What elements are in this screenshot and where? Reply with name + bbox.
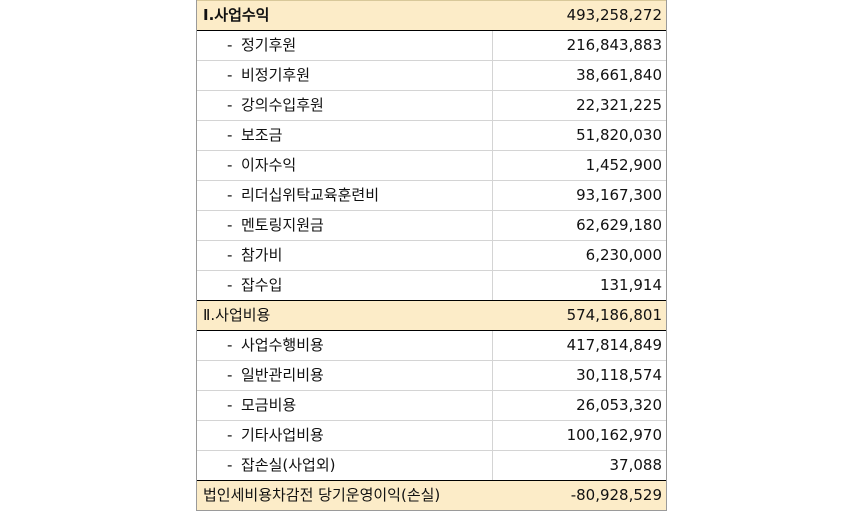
row-amount: 93,167,300 bbox=[576, 186, 662, 204]
section-header-expense[interactable]: Ⅱ.사업비용 574,186,801 bbox=[197, 300, 666, 331]
section-title: Ⅱ.사업비용 bbox=[203, 306, 271, 324]
table-row[interactable]: - 기타사업비용 100,162,970 bbox=[197, 421, 666, 451]
bullet-dash: - bbox=[227, 246, 233, 264]
section-amount: 493,258,272 bbox=[566, 6, 662, 24]
table-row[interactable]: - 이자수익 1,452,900 bbox=[197, 151, 666, 181]
row-label: 잡손실(사업외) bbox=[241, 456, 336, 474]
row-amount: 62,629,180 bbox=[576, 216, 662, 234]
bullet-dash: - bbox=[227, 366, 233, 384]
row-label: 강의수입후원 bbox=[241, 96, 324, 114]
row-amount: 131,914 bbox=[599, 276, 662, 294]
row-amount: 37,088 bbox=[609, 456, 663, 474]
row-amount: 417,814,849 bbox=[566, 336, 662, 354]
table-row[interactable]: - 멘토링지원금 62,629,180 bbox=[197, 211, 666, 241]
total-label: 법인세비용차감전 당기운영이익(손실) bbox=[203, 486, 441, 504]
row-amount: 51,820,030 bbox=[576, 126, 662, 144]
bullet-dash: - bbox=[227, 216, 233, 234]
row-label: 일반관리비용 bbox=[241, 366, 324, 384]
row-label: 보조금 bbox=[241, 126, 283, 144]
row-amount: 26,053,320 bbox=[576, 396, 662, 414]
bullet-dash: - bbox=[227, 156, 233, 174]
row-label: 리더십위탁교육훈련비 bbox=[241, 186, 380, 204]
table-row[interactable]: - 일반관리비용 30,118,574 bbox=[197, 361, 666, 391]
table-row[interactable]: - 비정기후원 38,661,840 bbox=[197, 61, 666, 91]
row-amount: 30,118,574 bbox=[576, 366, 662, 384]
table-row[interactable]: - 정기후원 216,843,883 bbox=[197, 31, 666, 61]
row-label: 정기후원 bbox=[241, 36, 297, 54]
bullet-dash: - bbox=[227, 426, 233, 444]
table-row[interactable]: - 보조금 51,820,030 bbox=[197, 121, 666, 151]
income-statement-table: Ⅰ.사업수익 493,258,272 - 정기후원 216,843,883 - 비정… bbox=[196, 0, 667, 511]
row-amount: 216,843,883 bbox=[566, 36, 662, 54]
table-row[interactable]: - 리더십위탁교육훈련비 93,167,300 bbox=[197, 181, 666, 211]
table-row[interactable]: - 참가비 6,230,000 bbox=[197, 241, 666, 271]
table-row[interactable]: - 잡손실(사업외) 37,088 bbox=[197, 451, 666, 480]
total-row[interactable]: 법인세비용차감전 당기운영이익(손실) -80,928,529 bbox=[197, 480, 666, 511]
row-label: 멘토링지원금 bbox=[241, 216, 324, 234]
section-title: Ⅰ.사업수익 bbox=[203, 6, 270, 24]
row-label: 이자수익 bbox=[241, 156, 297, 174]
table-row[interactable]: - 강의수입후원 22,321,225 bbox=[197, 91, 666, 121]
total-amount: -80,928,529 bbox=[570, 486, 662, 504]
bullet-dash: - bbox=[227, 126, 233, 144]
bullet-dash: - bbox=[227, 336, 233, 354]
row-label: 참가비 bbox=[241, 246, 283, 264]
section-amount: 574,186,801 bbox=[566, 306, 662, 324]
table-row[interactable]: - 사업수행비용 417,814,849 bbox=[197, 331, 666, 361]
row-label: 사업수행비용 bbox=[241, 336, 324, 354]
table-row[interactable]: - 잡수입 131,914 bbox=[197, 271, 666, 300]
row-amount: 100,162,970 bbox=[566, 426, 662, 444]
row-label: 잡수입 bbox=[241, 276, 283, 294]
section-header-revenue[interactable]: Ⅰ.사업수익 493,258,272 bbox=[197, 0, 666, 31]
row-amount: 22,321,225 bbox=[576, 96, 662, 114]
bullet-dash: - bbox=[227, 186, 233, 204]
bullet-dash: - bbox=[227, 36, 233, 54]
row-label: 기타사업비용 bbox=[241, 426, 324, 444]
row-amount: 6,230,000 bbox=[585, 246, 662, 264]
bullet-dash: - bbox=[227, 396, 233, 414]
row-label: 비정기후원 bbox=[241, 66, 311, 84]
row-amount: 38,661,840 bbox=[576, 66, 662, 84]
bullet-dash: - bbox=[227, 66, 233, 84]
bullet-dash: - bbox=[227, 276, 233, 294]
table-row[interactable]: - 모금비용 26,053,320 bbox=[197, 391, 666, 421]
row-label: 모금비용 bbox=[241, 396, 297, 414]
row-amount: 1,452,900 bbox=[585, 156, 662, 174]
bullet-dash: - bbox=[227, 96, 233, 114]
bullet-dash: - bbox=[227, 456, 233, 474]
